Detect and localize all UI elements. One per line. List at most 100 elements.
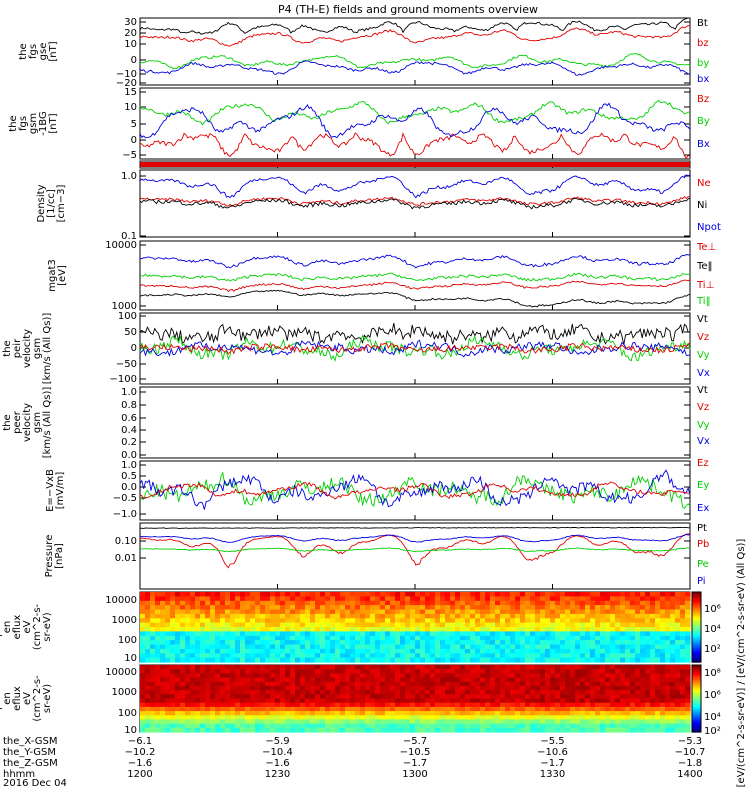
ion-spectrogram-cell — [585, 631, 591, 637]
ion-spectrogram-cell — [340, 596, 346, 602]
ion-spectrogram-cell — [180, 618, 186, 624]
electron-spectrogram-cell — [335, 685, 341, 691]
electron-spectrogram-cell — [400, 685, 406, 691]
electron-spectrogram-cell — [540, 690, 546, 695]
electron-spectrogram-cell — [550, 715, 556, 721]
colorbar-cell — [692, 658, 701, 661]
ion-spectrogram-cell — [230, 640, 236, 646]
ion-spectrogram-cell — [375, 618, 381, 624]
electron-spectrogram-cell — [585, 719, 591, 725]
ion-spectrogram-cell — [530, 631, 536, 637]
electron-spectrogram-cell — [660, 723, 666, 729]
electron-spectrogram-cell — [145, 690, 151, 695]
electron-spectrogram-cell — [330, 694, 336, 700]
electron-spectrogram-cell — [665, 694, 671, 700]
electron-spectrogram-cell — [405, 669, 411, 674]
ion-spectrogram-cell — [250, 596, 256, 602]
electron-spectrogram-cell — [285, 715, 291, 721]
electron-spectrogram-cell — [610, 727, 616, 733]
electron-spectrogram-cell — [680, 665, 686, 670]
ion-spectrogram-cell — [425, 648, 431, 654]
ion-spectrogram-cell — [585, 618, 591, 624]
y-axis-label-line: mgat3 — [47, 259, 58, 292]
ion-spectrogram-cell — [220, 627, 226, 632]
ion-spectrogram-cell — [390, 592, 396, 597]
ion-spectrogram-cell — [385, 635, 391, 641]
ion-spectrogram-cell — [320, 648, 326, 654]
ion-spectrogram-cell — [310, 640, 316, 646]
colorbar-cell — [692, 713, 701, 716]
ion-spectrogram-cell — [245, 627, 251, 632]
electron-spectrogram-cell — [295, 719, 301, 725]
ion-spectrogram-cell — [250, 657, 256, 663]
electron-spectrogram-cell — [355, 719, 361, 725]
electron-spectrogram-cell — [405, 681, 411, 687]
ion-spectrogram-cell — [230, 613, 236, 619]
y-axis-label-line: [nT] — [48, 113, 59, 133]
electron-spectrogram-cell — [470, 702, 476, 708]
ion-spectrogram-cell — [270, 592, 276, 597]
ion-spectrogram-cell — [635, 640, 641, 646]
ion-spectrogram-cell — [535, 627, 541, 632]
electron-spectrogram-cell — [260, 685, 266, 691]
ion-spectrogram-cell — [390, 648, 396, 654]
electron-spectrogram-cell — [340, 694, 346, 700]
electron-spectrogram-cell — [375, 723, 381, 729]
ion-spectrogram-cell — [475, 592, 481, 597]
ion-spectrogram-cell — [420, 627, 426, 632]
ion-spectrogram-cell — [585, 644, 591, 650]
ion-spectrogram-cell — [535, 635, 541, 641]
ion-spectrogram-cell — [325, 653, 331, 659]
electron-spectrogram-cell — [245, 665, 251, 670]
ion-spectrogram-cell — [425, 631, 431, 637]
electron-spectrogram-cell — [245, 673, 251, 679]
electron-spectrogram-cell — [235, 665, 241, 670]
ion-spectrogram-cell — [200, 622, 206, 628]
colorbar-cell — [692, 701, 701, 705]
electron-spectrogram-cell — [370, 719, 376, 725]
ion-spectrogram-cell — [675, 596, 681, 602]
y-tick-label: 0 — [131, 343, 137, 354]
ion-spectrogram-cell — [265, 640, 271, 646]
electron-spectrogram-cell — [395, 698, 401, 704]
ion-spectrogram-cell — [685, 622, 691, 628]
ion-spectrogram-cell — [525, 592, 531, 597]
electron-spectrogram-cell — [155, 715, 161, 721]
ion-spectrogram-cell — [605, 592, 611, 597]
ion-spectrogram-cell — [215, 657, 221, 663]
ion-spectrogram-cell — [290, 609, 296, 615]
ion-spectrogram-cell — [305, 648, 311, 654]
electron-spectrogram-cell — [330, 702, 336, 708]
ion-spectrogram-cell — [400, 627, 406, 632]
electron-spectrogram-cell — [495, 702, 501, 708]
electron-spectrogram-cell — [545, 669, 551, 674]
ion-spectrogram-cell — [650, 622, 656, 628]
ion-spectrogram-cell — [515, 635, 521, 641]
y-tick-label: 10000 — [105, 595, 137, 606]
ion-spectrogram-cell — [265, 618, 271, 624]
ion-spectrogram-cell — [445, 613, 451, 619]
electron-spectrogram-cell — [440, 685, 446, 691]
electron-spectrogram-cell — [140, 702, 146, 708]
electron-spectrogram-cell — [245, 677, 251, 683]
ion-spectrogram-cell — [270, 605, 276, 611]
ion-spectrogram-cell — [565, 596, 571, 602]
y-axis-label-line: -1BG — [38, 111, 49, 135]
ion-spectrogram-cell — [325, 644, 331, 650]
legend-Npot: Npot — [697, 222, 721, 233]
ion-spectrogram-cell — [505, 657, 511, 663]
ion-spectrogram-cell — [675, 609, 681, 615]
ion-spectrogram-cell — [650, 592, 656, 597]
ion-spectrogram-cell — [445, 609, 451, 615]
ion-spectrogram-cell — [520, 618, 526, 624]
ion-spectrogram-cell — [655, 592, 661, 597]
series-Ni — [139, 197, 691, 210]
electron-spectrogram-cell — [575, 673, 581, 679]
ion-spectrogram-cell — [335, 644, 341, 650]
electron-spectrogram-cell — [630, 698, 636, 704]
ion-spectrogram-cell — [250, 635, 256, 641]
ion-spectrogram-cell — [595, 609, 601, 615]
electron-spectrogram-cell — [490, 681, 496, 687]
ion-spectrogram-cell — [565, 609, 571, 615]
electron-spectrogram-cell — [545, 702, 551, 708]
